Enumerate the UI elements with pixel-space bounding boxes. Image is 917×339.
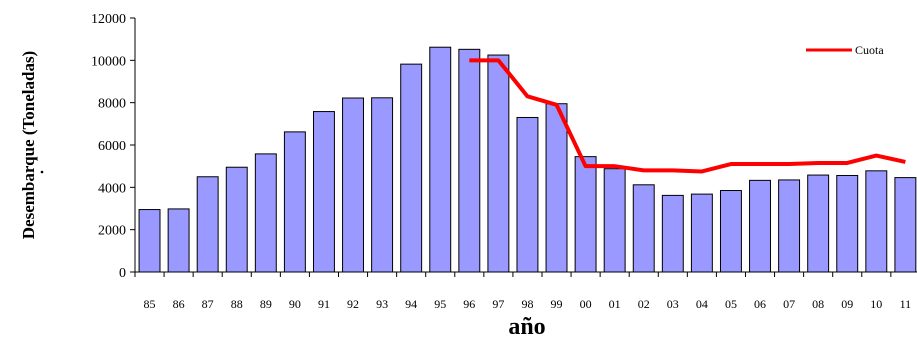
x-ticks: 85 86 87 88 89 90 91 92 93 94 95 96 97 98 99 00 01 02 03 04… [134,272,912,311]
bar-99 [545,103,568,273]
x-tick-label-89: 89 [260,297,272,311]
x-tick-label-05: 05 [725,297,737,311]
bars-layer [138,46,917,273]
bar-94 [400,63,423,273]
legend: Cuota [806,43,884,57]
y-tick-label-12000: 12000 [91,12,126,27]
x-tick-label-98: 98 [521,297,533,311]
bar-08 [807,174,830,273]
x-tick-label-94: 94 [405,297,417,311]
x-tick-label-96: 96 [463,297,475,311]
bar-96 [458,48,481,273]
x-tick-label-88: 88 [231,297,243,311]
x-tick-label-86: 86 [173,297,185,311]
quota-line-layer [469,58,906,174]
bar-09 [836,174,859,273]
x-tick-label-95: 95 [434,297,446,311]
y-tick-label-0: 0 [119,266,126,281]
bar-93 [371,97,394,273]
x-tick-label-02: 02 [638,297,650,311]
y-tick-label-6000: 6000 [98,139,126,154]
bar-85 [138,209,161,273]
x-tick-label-08: 08 [812,297,824,311]
x-tick-label-01: 01 [609,297,621,311]
x-tick-label-11: 11 [900,297,912,311]
x-tick-label-07: 07 [783,297,795,311]
bar-92 [342,97,364,273]
x-tick-label-10: 10 [870,297,882,311]
stray-dot-mark [40,170,44,174]
y-tick-label-4000: 4000 [98,181,126,196]
legend-label-cuota: Cuota [855,43,884,57]
bar-90 [283,131,306,273]
bar-97 [487,54,510,273]
x-tick-label-97: 97 [492,297,504,311]
x-tick-label-03: 03 [667,297,679,311]
y-tick-label-2000: 2000 [98,224,126,239]
y-ticks: 0 2000 4000 6000 8000 10000 12000 [91,12,135,281]
bar-89 [254,153,277,273]
bar-02 [632,184,655,273]
bar-87 [196,176,219,273]
x-tick-label-85: 85 [144,297,156,311]
x-tick-label-93: 93 [376,297,388,311]
x-tick-label-90: 90 [289,297,301,311]
bar-88 [225,166,248,273]
bar-91 [312,111,335,273]
x-tick-label-00: 00 [580,297,592,311]
bar-03 [661,194,684,273]
bar-01 [603,168,626,273]
x-tick-label-06: 06 [754,297,766,311]
bar-07 [778,179,801,273]
y-tick-label-10000: 10000 [91,54,126,69]
bar-00 [574,156,597,273]
x-tick-label-92: 92 [347,297,359,311]
x-tick-label-99: 99 [551,297,563,311]
x-tick-label-04: 04 [696,297,708,311]
bar-11 [894,177,917,273]
x-tick-label-91: 91 [318,297,330,311]
bar-98 [516,116,539,273]
quota-line [469,58,906,174]
x-tick-label-09: 09 [841,297,853,311]
bar-06 [749,179,771,273]
bar-95 [429,46,452,273]
y-tick-label-8000: 8000 [98,97,126,112]
bar-04 [690,193,713,273]
bar-05 [719,190,742,273]
bar-10 [865,170,888,273]
x-tick-label-87: 87 [202,297,214,311]
x-axis-title: año [508,314,545,339]
bar-86 [167,208,190,273]
y-axis-title: Desembarque (Toneladas) [19,51,38,239]
